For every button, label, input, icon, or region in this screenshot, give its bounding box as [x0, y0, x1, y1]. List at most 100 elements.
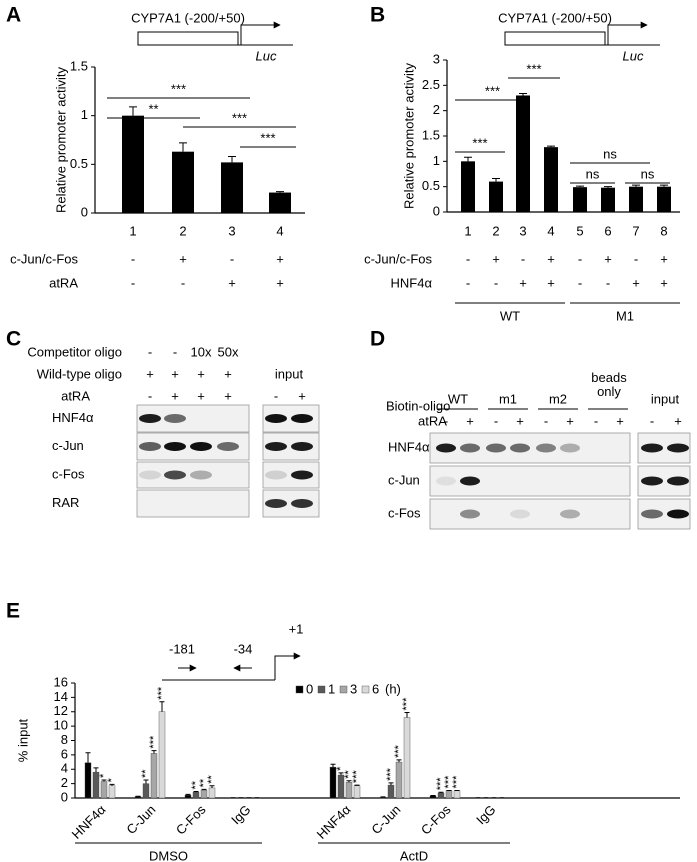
- x-tick-label: HNF4α: [314, 802, 354, 842]
- bar: [134, 796, 142, 799]
- y-tick-label: 0: [433, 203, 440, 218]
- blot-protein-label: c-Fos: [52, 466, 85, 481]
- blot-band: [641, 476, 663, 486]
- error-bar: [519, 92, 527, 96]
- condition-value: +: [276, 251, 284, 266]
- blot-lane-value: -: [444, 413, 448, 428]
- error-bar: [604, 186, 612, 188]
- condition-value: -: [494, 275, 498, 290]
- condition-value: +: [276, 275, 284, 290]
- blot-lane-value: +: [146, 366, 154, 381]
- blot-band: [510, 509, 530, 519]
- blot-lane-value: +: [566, 413, 574, 428]
- bar: [208, 787, 216, 799]
- blot-lane-value: -: [494, 413, 498, 428]
- y-tick-label: 0: [81, 204, 88, 219]
- blot-lane-value: -: [650, 413, 654, 428]
- blot-band: [164, 414, 186, 423]
- blot-band: [265, 470, 287, 480]
- error-bar: [660, 184, 668, 187]
- x-tick-label: 1: [129, 223, 136, 238]
- condition-value: +: [547, 275, 555, 290]
- bar: [395, 761, 403, 799]
- y-tick-label: 1: [81, 107, 88, 122]
- condition-value: +: [179, 251, 187, 266]
- primer-label: -34: [234, 641, 253, 656]
- legend-swatch: [317, 685, 326, 694]
- blot-band: [190, 442, 212, 451]
- blot-panel: [136, 489, 250, 518]
- y-axis-label: Relative promoter activity: [53, 67, 68, 213]
- blot-lane-value: -: [274, 388, 278, 403]
- blot-panel: [429, 498, 631, 530]
- significance-label: ns: [586, 166, 600, 181]
- blot-band: [460, 443, 480, 453]
- blot-lane-value: -: [148, 344, 152, 359]
- reporter-label: Luc: [256, 48, 277, 63]
- condition-value: +: [604, 251, 612, 266]
- blot-band: [265, 499, 287, 508]
- y-tick-label: 2: [61, 775, 68, 790]
- blot-band: [460, 476, 480, 486]
- legend-swatch: [361, 685, 370, 694]
- condition-value: +: [228, 275, 236, 290]
- group-label: DMSO: [149, 848, 188, 862]
- bar: [445, 790, 453, 799]
- panel-letter: B: [370, 4, 385, 27]
- bar: [437, 792, 445, 799]
- blot-row-label: Competitor oligo: [27, 344, 122, 359]
- condition-value: -: [606, 275, 610, 290]
- y-tick-label: 2: [433, 102, 440, 117]
- legend-swatch: [339, 685, 348, 694]
- blot-lane-value: +: [298, 388, 306, 403]
- significance-label: ***: [401, 697, 413, 711]
- bar: [200, 789, 208, 799]
- tss-arrow: [240, 21, 281, 45]
- error-bar: [101, 779, 107, 782]
- tss-arrow: [274, 652, 301, 680]
- x-tick-label: 2: [492, 223, 499, 238]
- error-bar: [632, 184, 640, 187]
- error-bar: [209, 785, 215, 788]
- error-bar: [151, 750, 157, 754]
- x-tick-label: 5: [576, 223, 583, 238]
- x-tick-label: 1: [464, 223, 471, 238]
- bar: [108, 785, 116, 799]
- blot-protein-label: HNF4α: [52, 410, 94, 425]
- blot-lane-value: +: [516, 413, 524, 428]
- blot-input-label: input: [275, 366, 304, 381]
- condition-value: +: [492, 251, 500, 266]
- significance-label: ns: [603, 146, 617, 161]
- blot-protein-label: RAR: [52, 495, 79, 510]
- bar: [657, 186, 671, 212]
- error-bar: [438, 791, 444, 793]
- blot-group-label: WT: [448, 391, 468, 406]
- promoter-box: [137, 31, 239, 46]
- error-bar: [404, 711, 410, 718]
- blot-lane-value: +: [224, 366, 232, 381]
- legend-swatch: [295, 685, 304, 694]
- blot-band: [641, 443, 663, 453]
- bar: [158, 711, 166, 799]
- significance-label: ***: [485, 83, 500, 98]
- blot-lane-value: -: [594, 413, 598, 428]
- y-tick-label: 0: [61, 789, 68, 804]
- condition-value: -: [131, 275, 135, 290]
- blot-band: [536, 443, 556, 453]
- significance-label: ***: [156, 686, 168, 700]
- significance-label: **: [190, 780, 202, 789]
- bar: [353, 785, 361, 799]
- blot-band: [486, 443, 506, 453]
- significance-label: ***: [385, 767, 397, 781]
- bar: [100, 781, 108, 799]
- condition-label: c-Jun/c-Fos: [364, 251, 432, 266]
- y-tick-label: 6: [61, 746, 68, 761]
- error-bar: [576, 185, 584, 188]
- x-tick-label: C-Fos: [418, 802, 454, 838]
- blot-lane-value: +: [197, 388, 205, 403]
- significance-label: **: [206, 775, 218, 784]
- y-axis-label: % input: [15, 718, 30, 762]
- x-tick-label: 4: [276, 223, 283, 238]
- legend-label: 1: [328, 681, 335, 696]
- bar: [544, 147, 558, 212]
